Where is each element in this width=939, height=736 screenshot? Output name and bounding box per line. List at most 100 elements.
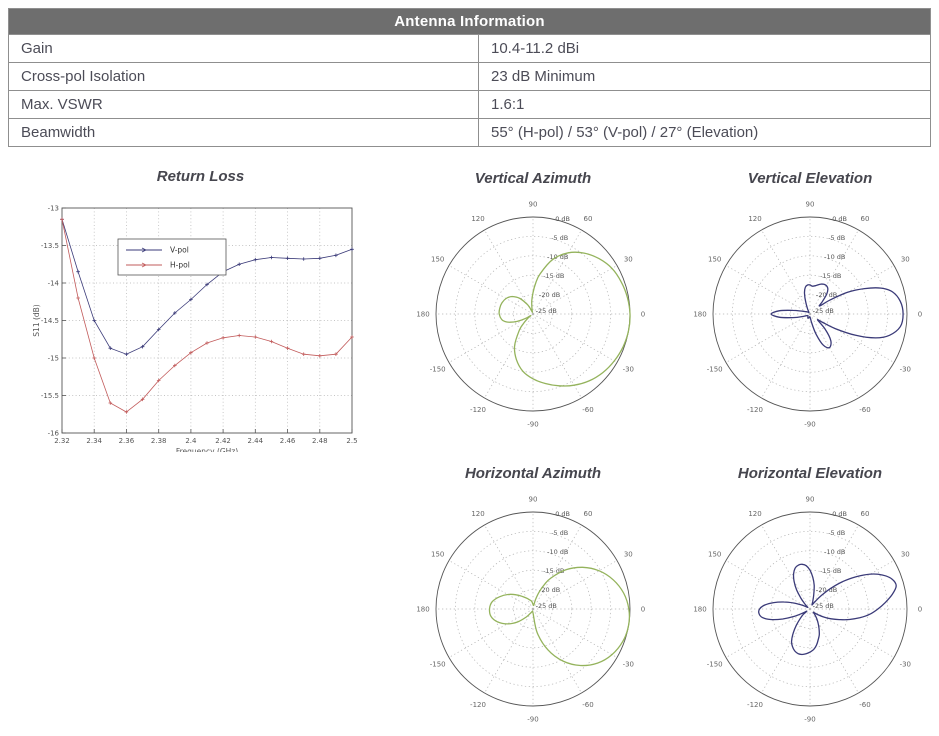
svg-text:2.38: 2.38 <box>151 437 167 445</box>
table-row: Beamwidth 55° (H-pol) / 53° (V-pol) / 27… <box>8 118 931 147</box>
svg-text:-15: -15 <box>48 354 59 362</box>
svg-text:-60: -60 <box>859 701 870 709</box>
vertical-elevation-title: Vertical Elevation <box>747 170 873 187</box>
return-loss-chart: Return Loss 2.32 2.34 2.36 2.38 2.4 2.42 2.44 2… <box>28 166 373 452</box>
svg-text:-150: -150 <box>430 366 446 374</box>
svg-text:-30: -30 <box>900 661 911 669</box>
svg-text:2.34: 2.34 <box>86 437 102 445</box>
svg-text:-15 dB: -15 dB <box>543 567 564 575</box>
svg-text:60: 60 <box>861 215 870 223</box>
horizontal-azimuth-title: Horizontal Azimuth <box>464 465 602 482</box>
spec-value-vswr: 1.6:1 <box>478 90 931 119</box>
svg-text:-120: -120 <box>470 406 486 414</box>
svg-text:30: 30 <box>901 551 910 559</box>
svg-text:-90: -90 <box>527 716 538 724</box>
table-title: Antenna Information <box>8 8 931 35</box>
svg-text:150: 150 <box>431 256 444 264</box>
spec-label-cross-pol: Cross-pol Isolation <box>8 62 479 91</box>
vertical-azimuth-title: Vertical Azimuth <box>474 170 592 187</box>
svg-text:-30: -30 <box>900 366 911 374</box>
svg-text:90: 90 <box>529 496 538 504</box>
svg-text:2.32: 2.32 <box>54 437 70 445</box>
horizontal-elevation-plot: 0 30 60 90 120 150 180 -150 -120 -90 -60 -30 0 dB -5 … <box>693 496 922 724</box>
svg-text:-10 dB: -10 dB <box>824 548 845 556</box>
svg-text:-25 dB: -25 dB <box>536 307 557 315</box>
svg-text:0 dB: 0 dB <box>832 215 847 223</box>
svg-text:0: 0 <box>918 311 922 319</box>
svg-text:0 dB: 0 dB <box>832 510 847 518</box>
svg-text:60: 60 <box>861 510 870 518</box>
horizontal-azimuth-plot: 0 30 60 90 120 150 180 -150 -120 -90 -60 -30 0 dB -5 … <box>416 496 645 724</box>
vertical-azimuth-chart: Vertical Azimuth 0 30 60 90 120 150 180 -150 -12… <box>408 168 658 436</box>
svg-text:-14: -14 <box>48 279 60 287</box>
svg-text:-5 dB: -5 dB <box>551 234 568 242</box>
svg-text:-15 dB: -15 dB <box>820 567 841 575</box>
svg-text:-13: -13 <box>48 204 59 212</box>
svg-text:-90: -90 <box>804 716 815 724</box>
svg-text:0 dB: 0 dB <box>555 510 570 518</box>
spec-label-vswr: Max. VSWR <box>8 90 479 119</box>
svg-text:-30: -30 <box>623 366 634 374</box>
svg-text:30: 30 <box>901 256 910 264</box>
svg-text:180: 180 <box>693 311 706 319</box>
svg-text:60: 60 <box>584 215 593 223</box>
svg-text:2.4: 2.4 <box>185 437 197 445</box>
svg-text:-10 dB: -10 dB <box>824 253 845 261</box>
svg-text:-5 dB: -5 dB <box>828 529 845 537</box>
svg-text:-20 dB: -20 dB <box>816 586 837 594</box>
svg-text:120: 120 <box>748 510 761 518</box>
svg-text:-90: -90 <box>804 421 815 429</box>
svg-text:30: 30 <box>624 551 633 559</box>
svg-text:-60: -60 <box>859 406 870 414</box>
svg-text:-10 dB: -10 dB <box>547 253 568 261</box>
svg-text:180: 180 <box>416 311 429 319</box>
svg-text:-10 dB: -10 dB <box>547 548 568 556</box>
svg-text:-150: -150 <box>430 661 446 669</box>
svg-text:-13.5: -13.5 <box>41 242 59 250</box>
antenna-info-table: Antenna Information Gain 10.4-11.2 dBi C… <box>8 8 931 147</box>
svg-text:-25 dB: -25 dB <box>536 602 557 610</box>
svg-text:150: 150 <box>431 551 444 559</box>
svg-text:S11 (dB): S11 (dB) <box>32 304 41 337</box>
svg-text:0: 0 <box>641 606 645 614</box>
svg-text:2.36: 2.36 <box>119 437 135 445</box>
svg-text:-5 dB: -5 dB <box>551 529 568 537</box>
svg-text:0 dB: 0 dB <box>555 215 570 223</box>
vertical-azimuth-plot: 0 30 60 90 120 150 180 -150 -120 -90 -60 -30 0 dB -5 … <box>416 201 645 429</box>
spec-value-cross-pol: 23 dB Minimum <box>478 62 931 91</box>
svg-text:-150: -150 <box>707 366 723 374</box>
svg-text:-150: -150 <box>707 661 723 669</box>
spec-value-gain: 10.4-11.2 dBi <box>478 34 931 63</box>
svg-text:-60: -60 <box>582 406 593 414</box>
svg-text:-60: -60 <box>582 701 593 709</box>
svg-text:150: 150 <box>708 551 721 559</box>
spec-value-beamwidth: 55° (H-pol) / 53° (V-pol) / 27° (Elevati… <box>478 118 931 147</box>
svg-text:120: 120 <box>471 215 484 223</box>
spec-label-gain: Gain <box>8 34 479 63</box>
svg-text:-120: -120 <box>747 406 763 414</box>
svg-text:-20 dB: -20 dB <box>539 586 560 594</box>
svg-text:-25 dB: -25 dB <box>813 307 834 315</box>
svg-text:-16: -16 <box>48 429 60 437</box>
svg-text:-25 dB: -25 dB <box>813 602 834 610</box>
table-row: Cross-pol Isolation 23 dB Minimum <box>8 62 931 91</box>
svg-text:-20 dB: -20 dB <box>539 291 560 299</box>
vertical-elevation-chart: Vertical Elevation 0 30 60 90 120 150 180 -150 -… <box>685 168 935 436</box>
svg-text:-15 dB: -15 dB <box>543 272 564 280</box>
svg-text:150: 150 <box>708 256 721 264</box>
svg-text:2.44: 2.44 <box>248 437 264 445</box>
svg-text:-120: -120 <box>470 701 486 709</box>
svg-text:-15 dB: -15 dB <box>820 272 841 280</box>
svg-text:-15.5: -15.5 <box>41 392 59 400</box>
svg-text:2.42: 2.42 <box>215 437 231 445</box>
svg-text:2.48: 2.48 <box>312 437 328 445</box>
return-loss-title: Return Loss <box>156 168 245 185</box>
svg-text:-30: -30 <box>623 661 634 669</box>
svg-text:90: 90 <box>806 496 815 504</box>
svg-text:60: 60 <box>584 510 593 518</box>
svg-text:2.5: 2.5 <box>346 437 357 445</box>
svg-text:2.46: 2.46 <box>280 437 296 445</box>
svg-text:-14.5: -14.5 <box>41 317 59 325</box>
svg-text:180: 180 <box>693 606 706 614</box>
svg-text:-5 dB: -5 dB <box>828 234 845 242</box>
